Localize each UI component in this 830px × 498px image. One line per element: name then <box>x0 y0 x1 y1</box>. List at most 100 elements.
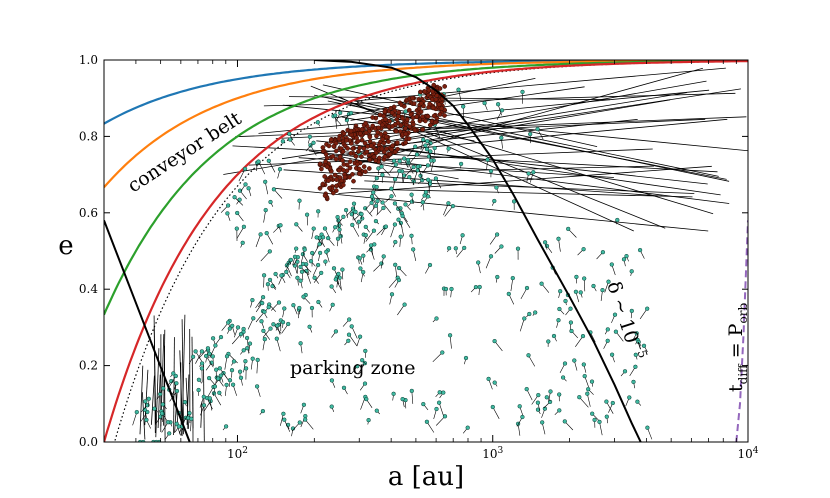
teal-point-tail <box>444 205 454 217</box>
axes: 0.0 0.2 0.4 0.6 0.8 1.0 102 103 104 <box>79 53 759 461</box>
teal-point <box>610 400 615 406</box>
brown-point <box>396 109 402 115</box>
teal-point <box>190 354 196 359</box>
teal-point <box>176 424 181 429</box>
teal-point <box>243 359 248 364</box>
teal-point <box>331 266 337 271</box>
teal-point <box>624 253 629 259</box>
brown-point <box>341 162 347 167</box>
brown-point <box>394 140 400 145</box>
teal-point <box>540 420 545 425</box>
teal-point <box>333 329 339 334</box>
teal-point <box>645 306 650 311</box>
teal-point <box>609 262 614 267</box>
teal-point <box>314 235 319 240</box>
teal-point <box>409 233 414 238</box>
brown-point <box>410 121 416 127</box>
migration-track <box>288 96 611 101</box>
brown-point <box>382 154 388 160</box>
teal-point-tail <box>432 352 443 363</box>
teal-point <box>290 426 296 431</box>
teal-point <box>389 194 394 199</box>
teal-point <box>434 316 439 321</box>
brown-point <box>400 115 405 121</box>
y-tick-label: 0.8 <box>79 129 98 143</box>
brown-point <box>386 123 392 129</box>
teal-point <box>396 206 401 211</box>
teal-point <box>235 325 241 330</box>
teal-point <box>420 200 425 205</box>
teal-point <box>371 228 377 233</box>
teal-point <box>473 284 479 290</box>
teal-point <box>271 322 276 327</box>
teal-point <box>346 338 351 343</box>
teal-point <box>359 211 364 217</box>
teal-point <box>563 298 568 304</box>
teal-point <box>203 353 209 359</box>
vertical-track <box>173 337 175 436</box>
brown-point <box>326 178 331 183</box>
teal-point <box>612 312 618 317</box>
teal-point <box>423 143 428 148</box>
teal-point <box>199 361 205 366</box>
teal-point <box>546 339 551 344</box>
teal-point-tail <box>236 226 245 239</box>
vertical-track <box>174 390 178 433</box>
brown-point <box>430 105 436 111</box>
teal-point <box>495 102 501 107</box>
brown-point <box>410 95 415 101</box>
teal-point-tail <box>155 441 157 442</box>
teal-point <box>259 319 264 324</box>
teal-point <box>347 317 352 322</box>
teal-point <box>414 152 420 157</box>
teal-point <box>264 230 269 236</box>
teal-point <box>415 164 421 169</box>
teal-point <box>405 157 411 163</box>
teal-point <box>526 353 531 358</box>
teal-point-tail <box>132 412 138 426</box>
teal-point <box>357 334 363 339</box>
teal-point <box>268 199 273 205</box>
brown-point <box>361 164 367 169</box>
teal-point <box>301 294 306 299</box>
teal-point <box>330 302 335 307</box>
teal-point <box>353 209 358 215</box>
brown-point <box>442 113 447 118</box>
teal-point <box>363 348 368 354</box>
brown-point <box>347 165 353 171</box>
teal-point <box>244 335 250 341</box>
teal-point <box>143 399 148 404</box>
teal-point <box>526 171 531 176</box>
brown-point <box>367 157 372 163</box>
teal-point <box>562 419 567 424</box>
brown-point <box>340 149 346 154</box>
brown-point <box>348 128 354 134</box>
brown-point <box>366 166 372 171</box>
teal-point <box>460 233 465 238</box>
teal-point <box>322 226 328 231</box>
brown-point <box>317 161 323 167</box>
teal-point <box>310 250 315 256</box>
brown-point <box>384 146 389 152</box>
teal-point <box>524 386 529 392</box>
teal-point <box>266 305 271 310</box>
teal-point <box>456 87 461 92</box>
teal-point <box>499 244 504 249</box>
teal-point <box>263 207 268 213</box>
teal-point <box>557 306 562 312</box>
brown-point <box>348 151 354 156</box>
brown-point <box>341 131 347 136</box>
teal-point-tail <box>205 355 214 368</box>
teal-point <box>299 269 305 274</box>
brown-point <box>389 147 394 152</box>
teal-point <box>440 350 445 355</box>
teal-point <box>258 232 263 237</box>
teal-point <box>436 400 442 405</box>
teal-point <box>441 390 446 395</box>
teal-point <box>582 373 587 379</box>
teal-point <box>360 216 365 221</box>
teal-point <box>278 223 283 228</box>
brown-point <box>437 112 443 117</box>
x-axis-label: a [au] <box>388 462 464 492</box>
teal-point <box>337 227 342 232</box>
